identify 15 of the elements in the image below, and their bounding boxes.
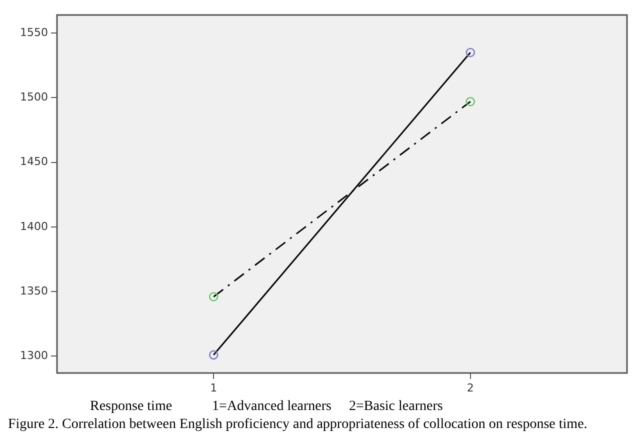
y-tick-label: 1300: [20, 349, 48, 362]
x-tick-label: 2: [466, 381, 474, 394]
y-tick-label: 1350: [20, 284, 48, 298]
point: [466, 96, 476, 106]
x-axis-title: Response time: [90, 398, 172, 416]
caption: Figure 2. Correlation between English proficiency and appropriateness of collocation on response time.: [7, 416, 588, 434]
y-tick-label: 1550: [20, 26, 48, 39]
point: [208, 350, 218, 360]
point: [208, 292, 218, 302]
y-tick-label: 1500: [20, 90, 48, 104]
y-tick-label: 1450: [20, 155, 48, 168]
point: [466, 48, 476, 58]
y-tick-label: 1400: [20, 220, 48, 233]
text: 1=Advanced learners 2=Basic learners: [212, 398, 443, 416]
x-tick-label: 1: [210, 381, 218, 394]
